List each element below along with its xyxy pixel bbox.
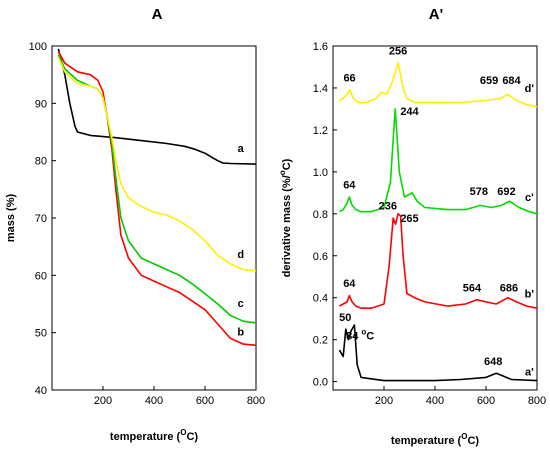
panel-a-y-tick-label: 60 <box>35 270 47 282</box>
panel-a-x-axis-label: temperature (OC) <box>110 428 198 443</box>
panel-a-prime-series <box>338 62 538 382</box>
panel-a-annotations: a d c b <box>237 143 244 338</box>
panel-a-prime: A' derivative mass (%/oC) temperature (O… <box>278 6 546 447</box>
panel-a-prime-y-axis-label-start: derivative mass (%/ <box>281 175 293 277</box>
panel-a-prime-x-axis-label: temperature (OC) <box>391 432 479 447</box>
panel-a-x-tick-label: 600 <box>196 395 214 407</box>
panel-a-prime-x-tick-label: 200 <box>375 395 393 407</box>
panel-a-series-a-line <box>57 48 257 165</box>
panel-a-x-axis-label-unit: O <box>180 428 186 437</box>
panel-a-prime-plot-frame <box>332 45 538 391</box>
panel-a-series-b-line <box>57 51 257 347</box>
panel-a-prime-x-tick-label: 800 <box>528 395 546 407</box>
panel-a-prime-series-a-prime-line <box>338 324 538 382</box>
panel-a-prime-annotation-label: 659 <box>480 75 498 87</box>
panel-a-y-axis-label: mass (%) <box>5 194 17 243</box>
panel-a-x-axis-label-end: C) <box>186 431 198 443</box>
panel-a-y-tick-label: 40 <box>35 385 47 397</box>
panel-a-annotation-label: a <box>238 143 245 155</box>
panel-a-prime-annotation-label: d' <box>525 83 535 95</box>
panel-a-prime-annotation-label: 66 <box>343 73 355 85</box>
panel-a-title: A <box>152 6 163 23</box>
panel-a-prime-x-tick-label: 600 <box>477 395 495 407</box>
panel-a-y-tick-label: 70 <box>35 213 47 225</box>
panel-a-x-tick-label: 400 <box>145 395 163 407</box>
panel-a-prime-annotation-unit: o <box>361 328 366 337</box>
panel-a-prime-title: A' <box>429 6 443 23</box>
panel-a-series-d-line <box>57 57 257 272</box>
panel-a-y-tick-label: 100 <box>29 41 47 53</box>
panel-a-prime-annotation-label: 50 <box>339 312 351 324</box>
panel-a-prime-annotation-label: 265 <box>400 213 418 225</box>
panel-a-prime-annotation-label: 84 oC <box>346 328 374 343</box>
panel-a-prime-y-tick-label: 0.4 <box>313 293 328 305</box>
panel-a-prime-y-axis-label-unit: o <box>278 170 287 175</box>
panel-a-prime-annotation-label: c' <box>525 192 534 204</box>
panel-a-prime-series-b-prime-line <box>339 213 538 309</box>
panel-a-prime-y-tick-label: 1.2 <box>313 125 328 137</box>
panel-a-prime-y-axis-label-end: C) <box>281 158 293 170</box>
panel-a-prime-y-tick-label: 0.8 <box>313 209 328 221</box>
panel-a-x-tick-label: 200 <box>94 395 112 407</box>
panel-a-prime-annotation-label: 564 <box>463 282 482 294</box>
panel-a-prime-series-d-prime-line <box>339 62 538 108</box>
panel-a-prime-annotation-label: b' <box>525 289 535 301</box>
panel-a-prime-x-axis-label-end: C) <box>467 435 479 447</box>
panel-a-prime-y-tick-label: 0.0 <box>313 377 328 389</box>
panel-a: A mass (%) temperature (OC) 200 400 600 800… <box>5 6 265 443</box>
panel-a-prime-y-tick-label: 0.2 <box>313 335 328 347</box>
panel-a-prime-x-axis-label-unit: O <box>461 432 467 441</box>
panel-a-annotation-label: b <box>237 327 244 339</box>
panel-a-annotation-label: c <box>238 298 244 310</box>
panel-a-x-tick-label: 800 <box>247 395 265 407</box>
panel-a-prime-annotation-label: 64 <box>343 278 356 290</box>
panel-a-prime-annotation-label: 244 <box>400 106 419 118</box>
panel-a-prime-annotation-label: 684 <box>502 75 521 87</box>
panel-a-prime-annotation-label: 578 <box>470 186 488 198</box>
panel-a-prime-annotation-label: a' <box>525 366 534 378</box>
panel-a-y-tick-label: 50 <box>35 328 47 340</box>
panel-a-y-tick-label: 90 <box>35 98 47 110</box>
panel-a-prime-annotation-label: 64 <box>343 180 356 192</box>
panel-a-prime-y-axis-label: derivative mass (%/oC) <box>278 158 293 277</box>
panel-a-prime-annotation-label: 236 <box>379 201 397 213</box>
panel-a-prime-annotation-label: 648 <box>484 356 502 368</box>
panel-a-prime-x-axis-label-start: temperature ( <box>391 435 462 447</box>
panel-a-prime-y-tick-label: 1.0 <box>313 167 328 179</box>
panel-a-prime-y-tick-label: 1.4 <box>313 83 328 95</box>
panel-a-x-axis-label-start: temperature ( <box>110 431 181 443</box>
panel-a-prime-annotation-label: 686 <box>500 282 518 294</box>
panel-a-plot-frame <box>51 45 257 391</box>
panel-a-annotation-label: d <box>237 249 244 261</box>
panel-a-prime-y-tick-label: 1.6 <box>313 41 328 53</box>
panel-a-prime-y-tick-label: 0.6 <box>313 251 328 263</box>
panel-a-prime-series-c-prime-line <box>339 108 538 215</box>
panel-a-series <box>57 48 257 347</box>
panel-a-ticks: 200 400 600 800 40 50 60 70 80 90 100 <box>29 41 266 407</box>
panel-a-y-tick-label: 80 <box>35 156 47 168</box>
panel-a-prime-annotation-label: 256 <box>389 45 407 57</box>
panel-a-prime-annotation-label: 692 <box>497 186 515 198</box>
panel-a-prime-ticks: 200 400 600 800 0.0 0.2 0.4 0.6 0.8 1.0 1.2 1.4 1.6 <box>313 41 546 407</box>
panel-a-prime-x-tick-label: 400 <box>426 395 444 407</box>
panel-a-prime-annotation-unit-end: C <box>366 331 374 343</box>
